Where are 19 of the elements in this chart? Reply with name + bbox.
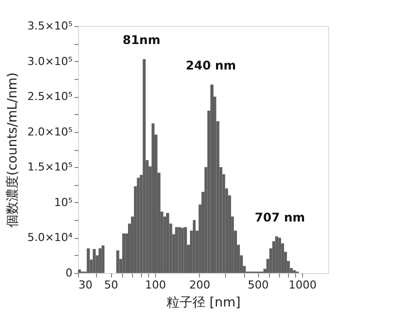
y-tick-label: 1.5×10⁵ <box>27 160 72 174</box>
annotation: 81nm <box>122 33 160 48</box>
x-tick-label: 1000 <box>288 278 317 292</box>
y-tick-label: 3.0×10⁵ <box>27 54 72 68</box>
x-tick-label: 30 <box>78 278 92 292</box>
y-tick-label: 0 <box>66 266 72 280</box>
y-tick-label: 10⁵ <box>54 196 72 209</box>
y-tick-label: 2.0×10⁵ <box>27 125 72 138</box>
x-tick-label: 50 <box>104 278 118 292</box>
x-tick-label: 500 <box>248 278 269 292</box>
y-axis-title: 個数濃度(counts/mL/nm) <box>4 72 20 228</box>
annotation: 707 nm <box>254 210 306 224</box>
x-tick-label: 100 <box>144 278 166 292</box>
y-tick-label: 2.5×10⁵ <box>27 90 72 104</box>
x-axis-title: 粒子径 [nm] <box>166 296 241 310</box>
y-tick-label: 5.0×10⁴ <box>27 231 74 244</box>
y-tick-label: 3.5×10⁵ <box>27 20 72 32</box>
x-tick-label: 200 <box>189 278 210 292</box>
annotation: 240 nm <box>186 58 236 73</box>
